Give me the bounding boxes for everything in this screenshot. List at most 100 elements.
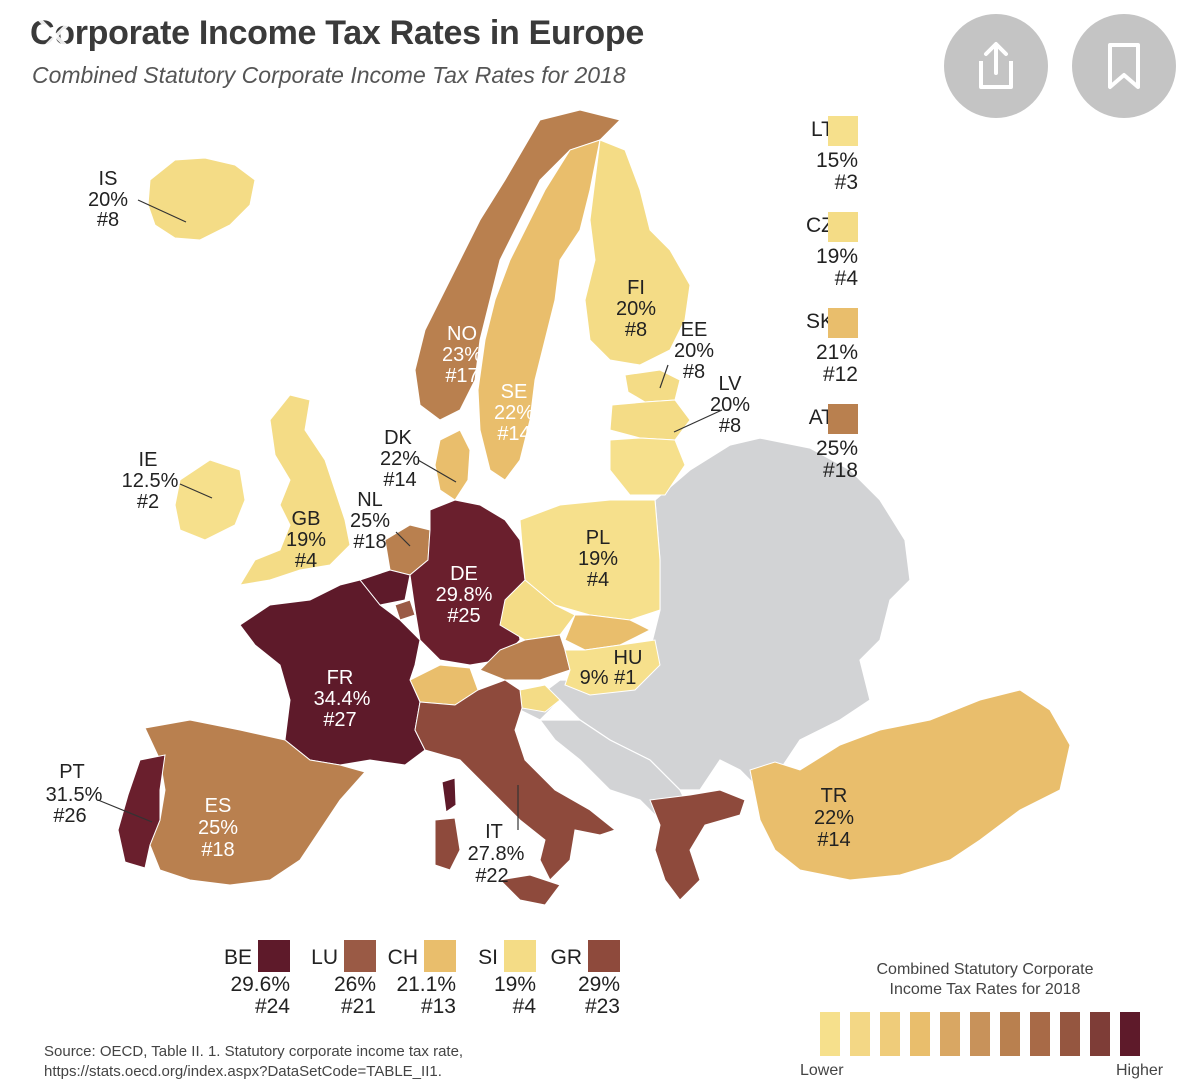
label-se-code: SE xyxy=(501,381,528,403)
legend-rate: 19% xyxy=(493,973,536,996)
scale-high-label: Higher xyxy=(1116,1062,1164,1079)
label-nl-code: NL xyxy=(357,489,383,511)
country-fi xyxy=(584,139,691,366)
label-lv-rank: #8 xyxy=(719,415,741,437)
page-subtitle: Combined Statutory Corporate Income Tax … xyxy=(32,62,626,88)
label-ee-rank: #8 xyxy=(683,361,705,383)
leader-dk xyxy=(417,459,457,483)
legend-swatch xyxy=(504,940,536,972)
legend-code: CH xyxy=(387,946,418,969)
label-pl-rank: #4 xyxy=(587,569,609,591)
share-button[interactable] xyxy=(944,14,1048,118)
legend-code: LU xyxy=(311,946,338,969)
scale-cell xyxy=(1060,1012,1080,1056)
leader-is xyxy=(137,199,187,223)
bookmark-icon xyxy=(1108,43,1140,89)
legend-swatch xyxy=(344,940,376,972)
country-gb xyxy=(239,394,351,586)
legend-item-be: BE 29.6% #24 xyxy=(210,936,290,1026)
legend-rank: #18 xyxy=(822,459,858,482)
legend-code: SI xyxy=(478,946,498,969)
label-tr-rate: 22% xyxy=(814,807,854,829)
legend-swatch xyxy=(258,940,290,972)
legend-swatch xyxy=(828,404,858,434)
scale-low-label: Lower xyxy=(800,1062,844,1079)
label-nl-rank: #18 xyxy=(353,531,386,553)
label-es-rate: 25% xyxy=(198,817,238,839)
scale-cell xyxy=(1120,1012,1140,1056)
legend-rate: 19% xyxy=(815,245,858,268)
legend-rate: 25% xyxy=(815,437,858,460)
label-pl-rate: 19% xyxy=(578,548,618,570)
legend-swatch xyxy=(828,212,858,242)
label-dk-rank: #14 xyxy=(383,469,416,491)
source-line2: https://stats.oecd.org/index.aspx?DataSe… xyxy=(44,1063,442,1080)
label-is-rank: #8 xyxy=(97,209,119,231)
label-ee-rate: 20% xyxy=(674,340,714,362)
scale-cell xyxy=(940,1012,960,1056)
country-sk xyxy=(564,614,652,651)
country-cz xyxy=(499,579,576,641)
share-icon xyxy=(979,42,1013,89)
label-fi-rank: #8 xyxy=(625,319,647,341)
scale-cell xyxy=(820,1012,840,1056)
label-is-rate: 20% xyxy=(88,189,128,211)
label-fr-code: FR xyxy=(327,667,354,689)
legend-rate: 29% xyxy=(577,973,620,996)
legend-rate: 21.1% xyxy=(396,973,456,996)
legend-item-sk: SK 21% #12 xyxy=(780,304,870,390)
label-de-rate: 29.8% xyxy=(436,584,493,606)
legend-code: SK xyxy=(805,310,834,333)
country-se xyxy=(477,139,601,481)
legend-swatch xyxy=(588,940,620,972)
label-pt-rate: 31.5% xyxy=(46,784,103,806)
label-tr-code: TR xyxy=(821,785,848,807)
label-dk-code: DK xyxy=(384,427,412,449)
label-fr-rank: #27 xyxy=(323,709,356,731)
legend-item-at: AT 25% #18 xyxy=(780,400,870,486)
legend-rank: #21 xyxy=(340,995,376,1018)
legend-rank: #24 xyxy=(254,995,290,1018)
leader-lv xyxy=(673,409,723,433)
corsica xyxy=(441,777,457,813)
label-fi-code: FI xyxy=(627,277,645,299)
leader-pt xyxy=(97,799,153,823)
label-fr-rate: 34.4% xyxy=(314,688,371,710)
label-it-code: IT xyxy=(485,821,503,843)
label-it-rate: 27.8% xyxy=(468,843,525,865)
scale-cell xyxy=(850,1012,870,1056)
legend-item-gr: GR 29% #23 xyxy=(540,936,620,1026)
source-line1: Source: OECD, Table II. 1. Statutory cor… xyxy=(44,1043,464,1060)
legend-item-ch: CH 21.1% #13 xyxy=(376,936,456,1026)
scale-cell xyxy=(880,1012,900,1056)
label-ie-code: IE xyxy=(139,449,158,471)
country-it xyxy=(414,679,617,881)
legend-item-si: SI 19% #4 xyxy=(456,936,536,1026)
label-gb-rate: 19% xyxy=(286,529,326,551)
scale-cell xyxy=(1000,1012,1020,1056)
country-lu xyxy=(394,599,416,621)
legend-code: BE xyxy=(223,946,252,969)
bookmark-button[interactable] xyxy=(1072,14,1176,118)
legend-rank: #13 xyxy=(420,995,456,1018)
label-lv-rate: 20% xyxy=(710,394,750,416)
label-pl-code: PL xyxy=(586,527,610,549)
label-ie-rank: #2 xyxy=(137,491,159,513)
legend-item-cz: CZ 19% #4 xyxy=(780,208,870,294)
legend-rate: 21% xyxy=(815,341,858,364)
scale-title-line1: Combined Statutory Corporate xyxy=(876,961,1094,978)
label-ee-code: EE xyxy=(681,319,708,341)
label-se-rank: #14 xyxy=(497,423,530,445)
label-no-code: NO xyxy=(447,323,477,345)
source-note: Source: OECD, Table II. 1. Statutory cor… xyxy=(44,1042,463,1082)
country-hu xyxy=(564,639,661,696)
country-gr xyxy=(649,789,746,901)
label-fi-rate: 20% xyxy=(616,298,656,320)
label-hu-code: HU xyxy=(614,647,643,669)
legend-item-lu: LU 26% #21 xyxy=(296,936,376,1026)
page-title: Corporate Income Tax Rates in Europe xyxy=(30,14,644,52)
close-button[interactable] xyxy=(30,10,82,62)
country-pt xyxy=(117,754,166,869)
label-no-rank: #17 xyxy=(445,365,478,387)
